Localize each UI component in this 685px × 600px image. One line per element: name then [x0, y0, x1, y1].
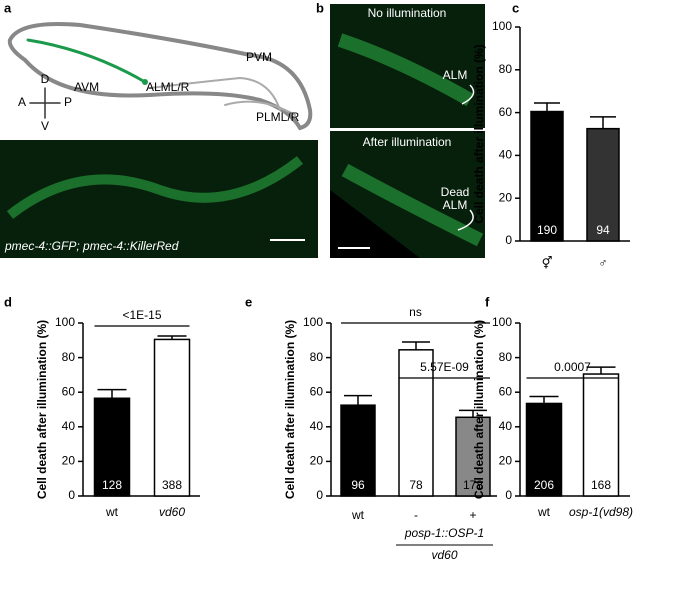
- x-tick-label: ⚥: [542, 256, 553, 270]
- y-tick-label: 100: [492, 19, 512, 33]
- n-label: 78: [409, 478, 423, 492]
- panel-label: f: [485, 294, 490, 309]
- axis-label: A: [18, 95, 26, 109]
- y-tick-label: 80: [499, 350, 513, 364]
- neuron-process: [224, 100, 296, 116]
- y-tick-label: 20: [62, 454, 76, 468]
- panel-label: c: [512, 0, 519, 15]
- alm-neuron: [26, 38, 147, 84]
- y-tick-label: 40: [499, 148, 513, 162]
- y-axis-label: Cell death after illumination (%): [283, 320, 297, 499]
- n-label: 94: [596, 223, 610, 237]
- y-tick-label: 40: [499, 419, 513, 433]
- n-label: 190: [537, 223, 557, 237]
- y-axis-label: Cell death after illumination (%): [35, 320, 49, 499]
- image-label: Dead: [441, 185, 470, 199]
- bar: [93, 397, 131, 497]
- neuron-label: PVM: [246, 50, 272, 64]
- y-tick-label: 60: [310, 384, 324, 398]
- axis-label: D: [41, 72, 50, 86]
- y-tick-label: 0: [505, 233, 512, 247]
- worm-image: [6, 156, 304, 219]
- alm-soma: [142, 79, 148, 85]
- bar: [340, 404, 376, 497]
- worm-outline: [7, 22, 313, 131]
- image-title: No illumination: [368, 6, 447, 20]
- image-label: ALM: [443, 198, 468, 212]
- x-tick-label: wt: [537, 505, 551, 519]
- panel-label: b: [316, 0, 324, 15]
- y-tick-label: 20: [499, 454, 513, 468]
- n-label: 388: [162, 478, 182, 492]
- arrow: [457, 209, 474, 231]
- panel-label: e: [245, 294, 252, 309]
- bar: [530, 110, 564, 242]
- neuron-process: [149, 76, 281, 111]
- x-sublabel: posp-1::OSP-1: [404, 526, 484, 540]
- y-tick-label: 60: [499, 384, 513, 398]
- axis-label: P: [64, 95, 72, 109]
- neuron-label: PLML/R: [256, 110, 300, 124]
- n-label: 128: [102, 478, 122, 492]
- x-tick-label: +: [469, 508, 476, 522]
- panel-label: a: [4, 0, 12, 15]
- x-tick-label: -: [414, 508, 418, 522]
- bar: [153, 338, 191, 497]
- neuron-label: ALML/R: [146, 80, 190, 94]
- y-tick-label: 40: [310, 419, 324, 433]
- y-tick-label: 20: [499, 190, 513, 204]
- significance-label: ns: [409, 305, 422, 319]
- bar: [582, 373, 620, 497]
- axis-label: V: [41, 119, 49, 133]
- micrograph: [0, 140, 318, 258]
- bar: [586, 127, 620, 242]
- n-label: 96: [351, 478, 365, 492]
- bar: [455, 416, 491, 497]
- significance-label: 0.0007: [554, 360, 591, 374]
- y-axis-label: Cell death after illumination (%): [472, 320, 486, 499]
- significance-label: 5.57E-09: [420, 360, 469, 374]
- y-tick-label: 0: [316, 488, 323, 502]
- neuron-label: AVM: [74, 80, 99, 94]
- y-tick-label: 80: [62, 350, 76, 364]
- significance-label: <1E-15: [122, 308, 161, 322]
- y-tick-label: 60: [499, 105, 513, 119]
- n-label: 168: [591, 478, 611, 492]
- image-label: ALM: [443, 68, 468, 82]
- n-label: 206: [534, 478, 554, 492]
- x-tick-label: osp-1(vd98): [569, 505, 633, 519]
- worm-image: [337, 33, 474, 107]
- bar: [525, 402, 563, 497]
- y-tick-label: 80: [310, 350, 324, 364]
- y-tick-label: 0: [505, 488, 512, 502]
- dark-region: [330, 190, 420, 258]
- y-tick-label: 100: [55, 315, 75, 329]
- y-tick-label: 60: [62, 384, 76, 398]
- y-tick-label: 0: [68, 488, 75, 502]
- x-tick-label: vd60: [159, 505, 185, 519]
- bar: [398, 349, 434, 497]
- y-axis-label: Cell death after illumination (%): [472, 44, 486, 223]
- worm-image: [341, 163, 484, 247]
- y-tick-label: 20: [310, 454, 324, 468]
- worm-diagram: [7, 22, 313, 131]
- panel-label: d: [4, 294, 12, 309]
- y-tick-label: 40: [62, 419, 76, 433]
- y-tick-label: 100: [303, 315, 323, 329]
- y-tick-label: 80: [499, 62, 513, 76]
- y-tick-label: 100: [492, 315, 512, 329]
- x-tick-label: wt: [351, 508, 365, 522]
- arrow: [461, 84, 475, 105]
- x-group-label: vd60: [431, 548, 457, 562]
- x-tick-label: wt: [105, 505, 119, 519]
- image-title: After illumination: [363, 135, 452, 149]
- caption: pmec-4::GFP; pmec-4::KillerRed: [4, 239, 179, 253]
- n-label: 178: [463, 478, 483, 492]
- x-tick-label: ♂: [599, 256, 608, 270]
